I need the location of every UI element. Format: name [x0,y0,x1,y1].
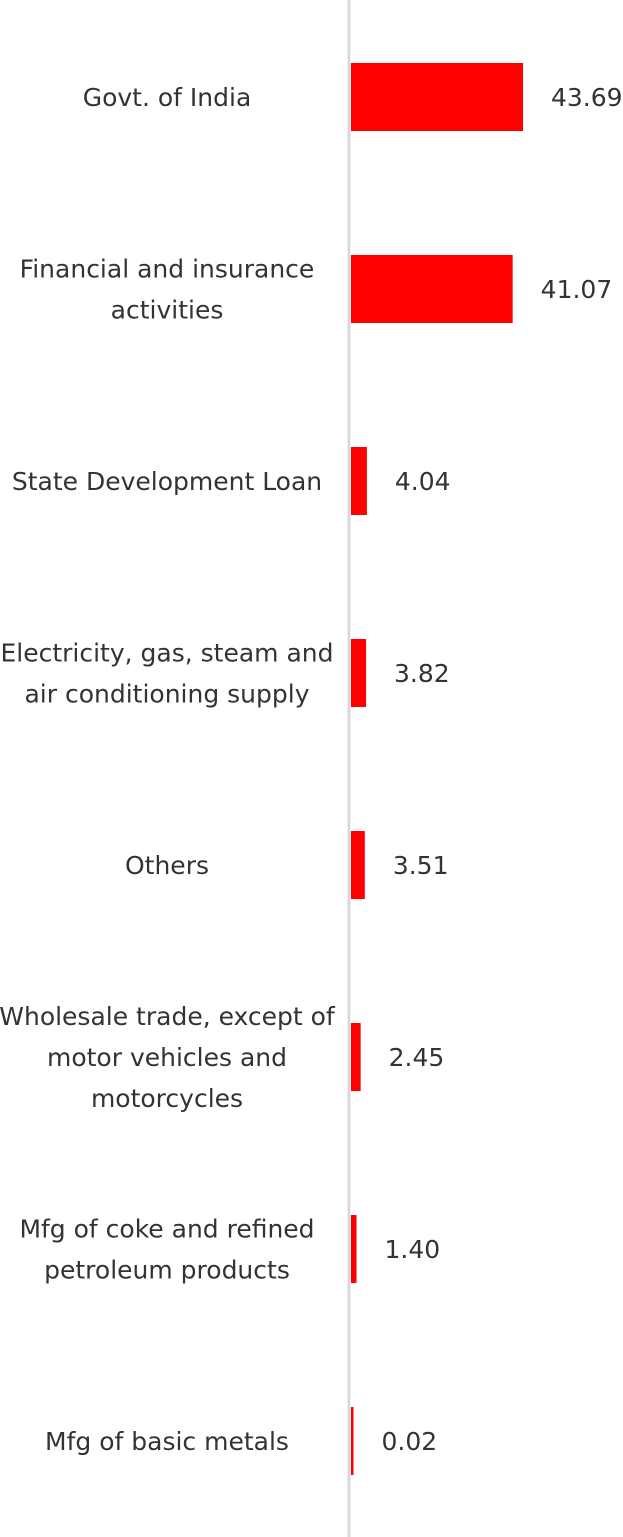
value-label-4: 3.51 [393,851,449,880]
category-label-7: Mfg of basic metals [45,1427,289,1456]
bar-6 [351,1215,357,1283]
value-label-2: 4.04 [395,467,451,496]
category-label-6: Mfg of coke and refined petroleum product… [19,1215,314,1285]
bars-group [351,63,523,1475]
category-label-5-line-0: Wholesale trade, except of [0,1002,336,1031]
category-label-7-line-0: Mfg of basic metals [45,1427,289,1456]
bar-1 [351,255,513,323]
category-label-6-line-1: petroleum products [44,1256,290,1285]
category-label-2: State Development Loan [12,467,322,496]
bar-5 [351,1023,361,1091]
bar-4 [351,831,365,899]
value-label-5: 2.45 [389,1043,445,1072]
category-label-5: Wholesale trade, except of motor vehicles… [0,1002,336,1113]
category-label-1-line-1: activities [111,296,224,325]
bar-7 [351,1407,354,1475]
category-label-5-line-2: motorcycles [91,1084,243,1113]
category-label-5-line-1: motor vehicles and [47,1043,287,1072]
category-label-3-line-0: Electricity, gas, steam and [0,639,333,668]
bar-3 [351,639,367,707]
category-label-4: Others [125,851,209,880]
value-label-0: 43.69 [551,83,623,112]
category-label-0: Govt. of India [83,83,252,112]
category-label-4-line-0: Others [125,851,209,880]
category-label-6-line-0: Mfg of coke and refined [19,1215,314,1244]
value-label-1: 41.07 [541,275,613,304]
value-label-6: 1.40 [385,1235,441,1264]
value-label-3: 3.82 [394,659,450,688]
category-label-1-line-0: Financial and insurance [20,255,315,284]
bar-2 [351,447,367,515]
value-label-7: 0.02 [382,1427,438,1456]
category-label-3: Electricity, gas, steam and air condition… [0,639,333,709]
category-label-0-line-0: Govt. of India [83,83,252,112]
category-label-3-line-1: air conditioning supply [24,680,309,709]
labels-group: 43.69 Govt. of India 41.07 Financial and in… [0,83,623,1456]
category-label-2-line-0: State Development Loan [12,467,322,496]
category-label-1: Financial and insurance activities [20,255,315,325]
bar-0 [351,63,523,131]
